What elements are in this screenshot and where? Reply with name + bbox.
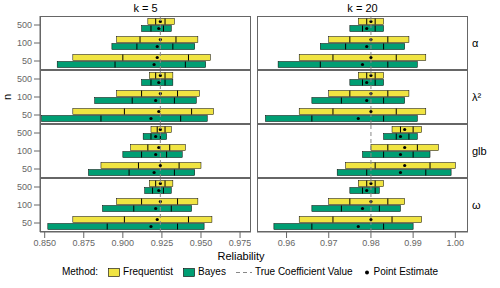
- svg-text:0.99: 0.99: [404, 238, 422, 248]
- svg-text:500: 500: [17, 182, 32, 192]
- html-text:Method:: Method:: [61, 266, 99, 277]
- html-text:Bayes: Bayes: [198, 266, 226, 277]
- svg-text:0.97: 0.97: [320, 238, 338, 248]
- svg-text:0.900: 0.900: [112, 238, 135, 248]
- html-text:Frequentist: Frequentist: [123, 266, 174, 277]
- svg-text:0.96: 0.96: [278, 238, 296, 248]
- html-text:Reliability: Reliability: [217, 250, 265, 262]
- svg-text:50: 50: [22, 56, 32, 66]
- html-text:k = 5: k = 5: [133, 2, 158, 14]
- html-text:glb: glb: [472, 145, 487, 157]
- html-text:α: α: [472, 37, 479, 49]
- svg-text:50: 50: [22, 218, 32, 228]
- svg-text:500: 500: [17, 20, 32, 30]
- svg-text:500: 500: [17, 74, 32, 84]
- svg-text:0.98: 0.98: [362, 238, 380, 248]
- html-text:λ²: λ²: [472, 91, 482, 103]
- svg-text:100: 100: [17, 92, 32, 102]
- svg-text:0.975: 0.975: [229, 238, 251, 248]
- html-text:True Coefficient Value: True Coefficient Value: [254, 266, 353, 277]
- svg-text:100: 100: [17, 200, 32, 210]
- svg-text:500: 500: [17, 128, 32, 138]
- svg-text:0.950: 0.950: [190, 238, 213, 248]
- svg-text:50: 50: [22, 110, 32, 120]
- svg-text:0.875: 0.875: [72, 238, 95, 248]
- svg-text:1.00: 1.00: [447, 238, 465, 248]
- svg-text:100: 100: [17, 146, 32, 156]
- html-text:ω: ω: [472, 199, 481, 211]
- svg-text:100: 100: [17, 38, 32, 48]
- html-text:Point Estimate: Point Estimate: [373, 266, 438, 277]
- svg-text:0.850: 0.850: [33, 238, 56, 248]
- html-text:n: n: [1, 93, 13, 101]
- html-text:k = 20: k = 20: [347, 2, 378, 14]
- svg-text:0.925: 0.925: [151, 238, 174, 248]
- svg-text:50: 50: [22, 164, 32, 174]
